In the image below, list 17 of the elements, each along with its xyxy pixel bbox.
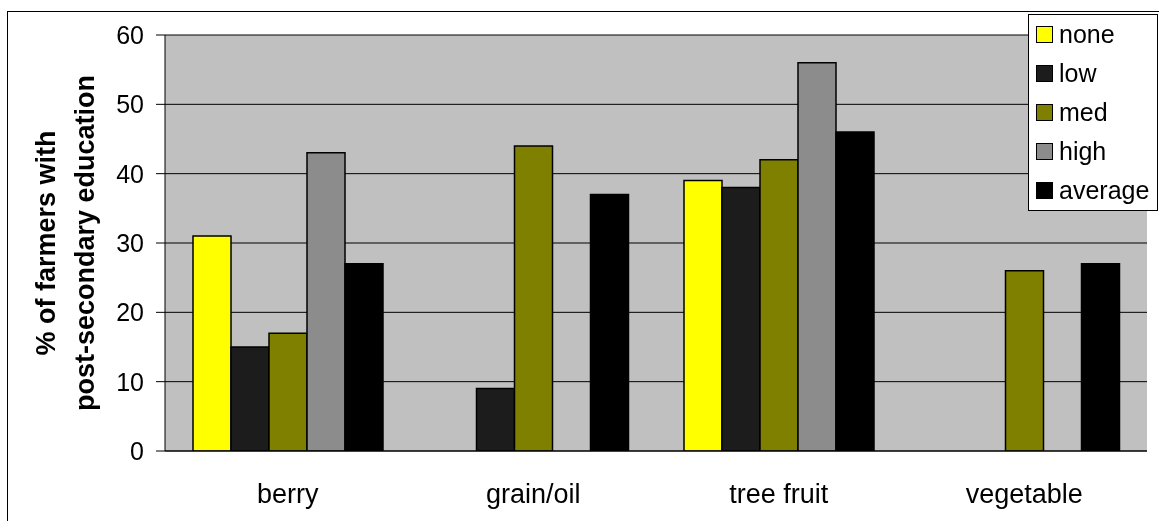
x-tick-label: tree fruit: [729, 479, 829, 510]
y-tick-label: 30: [116, 228, 144, 257]
legend-label: average: [1059, 176, 1150, 205]
y-tick-label: 60: [116, 20, 144, 49]
legend-label: none: [1059, 20, 1115, 49]
x-tick-label: grain/oil: [485, 479, 581, 510]
legend-label: med: [1059, 98, 1108, 127]
y-tick-label: 20: [116, 298, 144, 327]
y-axis-title: % of farmers with post-secondary education: [31, 74, 100, 412]
x-tick-label: vegetable: [965, 479, 1083, 510]
legend-label: low: [1059, 59, 1097, 88]
y-tick-label: 0: [130, 436, 144, 465]
y-tick-label: 40: [116, 159, 144, 188]
legend-label: high: [1059, 137, 1107, 166]
y-tick-label: 10: [116, 367, 144, 396]
y-tick-label: 50: [116, 90, 144, 119]
x-tick-label: berry: [256, 479, 320, 510]
